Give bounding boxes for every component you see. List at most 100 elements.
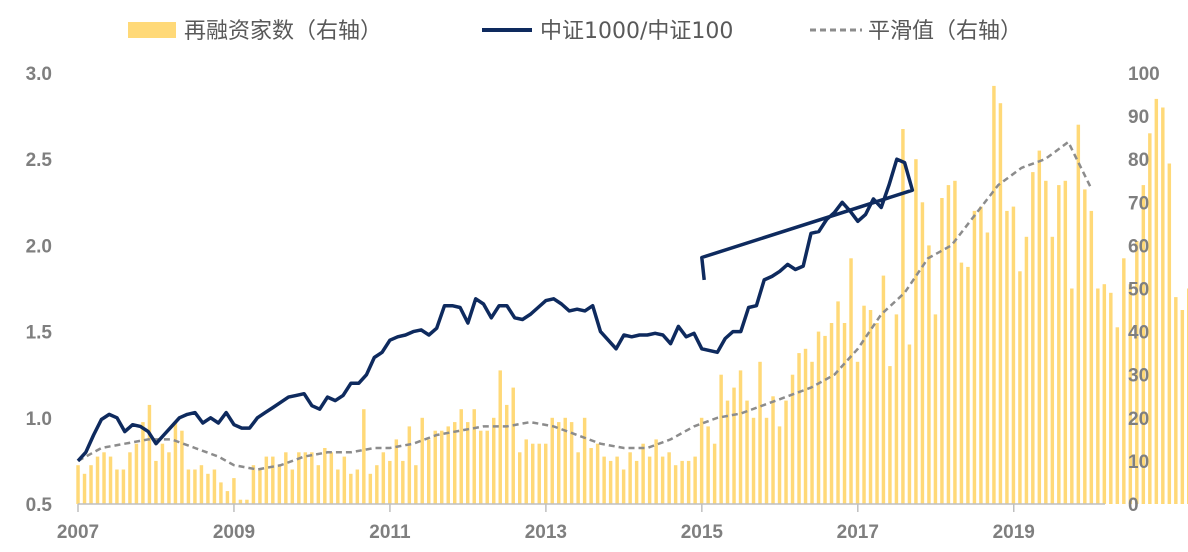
bar xyxy=(1024,236,1029,505)
y-right-tick-label: 80 xyxy=(1128,150,1149,171)
bar xyxy=(414,465,418,504)
bar xyxy=(544,443,548,504)
y-right-tick-label: 100 xyxy=(1128,64,1160,85)
bar xyxy=(433,430,437,504)
bar xyxy=(914,159,918,504)
bar xyxy=(1167,163,1172,504)
bar xyxy=(803,348,808,504)
bar xyxy=(446,426,450,504)
y-right-tick-label: 10 xyxy=(1128,452,1149,473)
bar xyxy=(985,232,990,504)
bar xyxy=(95,456,100,504)
y-right-tick-label: 90 xyxy=(1128,107,1149,128)
y-right-tick-label: 0 xyxy=(1128,495,1139,516)
bar xyxy=(686,460,691,504)
bar xyxy=(303,452,308,504)
bar xyxy=(654,439,658,504)
bar xyxy=(563,417,567,504)
ratio-series xyxy=(76,157,915,463)
bar xyxy=(82,473,87,504)
bar xyxy=(1102,284,1107,504)
x-tick-label: 2015 xyxy=(681,522,724,543)
bar xyxy=(829,323,834,504)
y-left-tick-label: 0.5 xyxy=(26,495,53,516)
bar xyxy=(531,443,535,504)
bar-series xyxy=(76,85,1188,505)
bar xyxy=(1161,107,1165,504)
bar xyxy=(771,396,775,505)
bar xyxy=(154,460,158,504)
bar xyxy=(349,473,353,504)
bar xyxy=(693,456,697,504)
legend: 再融资家数（右轴） 中证1000/中证100 平滑值（右轴） xyxy=(128,19,1022,44)
bar xyxy=(498,370,502,504)
bar xyxy=(966,266,970,504)
bar xyxy=(550,417,554,504)
bar xyxy=(1109,292,1113,504)
bar xyxy=(738,370,743,504)
bar xyxy=(472,409,476,504)
bar xyxy=(992,85,996,505)
bar xyxy=(576,452,580,504)
bar xyxy=(459,409,463,504)
bar xyxy=(316,465,321,504)
bar xyxy=(888,366,892,504)
bar xyxy=(167,452,171,504)
bar xyxy=(193,469,197,504)
bar xyxy=(102,452,106,504)
legend-line-label: 中证1000/中证100 xyxy=(540,19,733,44)
bar xyxy=(173,422,178,504)
bar xyxy=(180,430,184,504)
bar xyxy=(134,443,139,504)
bar xyxy=(219,482,223,504)
bar xyxy=(115,469,119,504)
bar xyxy=(790,374,795,504)
bar xyxy=(1096,288,1100,504)
legend-smooth-label: 平滑值（右轴） xyxy=(868,19,1022,44)
bar xyxy=(1057,185,1061,504)
bar xyxy=(569,422,574,504)
bar xyxy=(297,452,301,504)
y-left-tick-label: 2.0 xyxy=(26,236,52,257)
x-tick-label: 2013 xyxy=(525,522,567,543)
x-tick-label: 2007 xyxy=(57,522,99,543)
bar xyxy=(673,465,678,504)
bar xyxy=(1044,180,1048,505)
bar xyxy=(816,331,821,504)
bar xyxy=(706,426,710,504)
bar xyxy=(751,417,756,504)
bar xyxy=(680,460,684,504)
bar xyxy=(258,469,262,504)
bar xyxy=(732,387,736,504)
y-right-tick-label: 20 xyxy=(1128,409,1149,430)
bar xyxy=(1141,185,1146,504)
bar xyxy=(810,361,814,504)
bar xyxy=(764,417,769,504)
bar xyxy=(141,422,145,504)
bar xyxy=(1148,133,1152,505)
bar xyxy=(1115,327,1120,504)
bar xyxy=(1135,241,1139,504)
bar xyxy=(466,422,470,504)
x-tick-label: 2011 xyxy=(369,522,411,543)
bar xyxy=(784,400,788,504)
bar xyxy=(855,361,860,504)
bar xyxy=(1037,150,1042,504)
bar xyxy=(381,452,386,504)
bar xyxy=(401,460,405,504)
bar xyxy=(121,469,126,504)
x-axis-ticks: 2007 2009 2011 2013 2015 2017 2019 xyxy=(57,504,1035,543)
bar xyxy=(128,452,132,504)
bar xyxy=(621,469,626,504)
x-tick-label: 2017 xyxy=(837,522,879,543)
bar xyxy=(920,202,925,505)
bar xyxy=(745,400,749,504)
bar xyxy=(362,409,366,504)
bar xyxy=(894,314,899,504)
bar xyxy=(186,469,191,504)
bar xyxy=(1070,288,1074,504)
y-right-tick-label: 70 xyxy=(1128,193,1149,214)
bar xyxy=(602,456,606,504)
bar xyxy=(479,430,483,504)
